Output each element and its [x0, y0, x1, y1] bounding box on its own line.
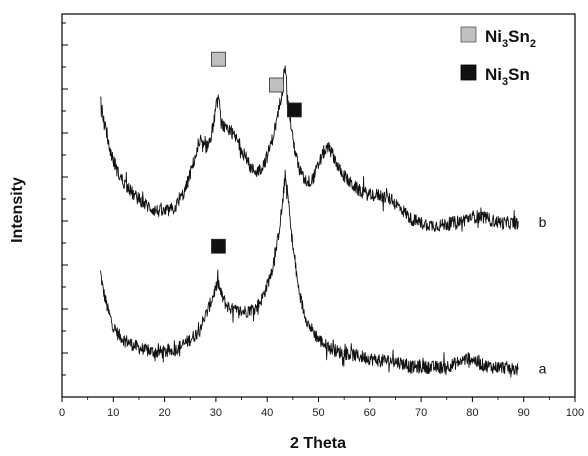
trace-label-a: a [539, 360, 547, 376]
x-tick-label-90: 90 [518, 407, 530, 419]
x-tick-label-20: 20 [158, 407, 170, 419]
legend: Ni3Sn2 Ni3Sn [460, 26, 536, 88]
series-a-line [100, 169, 519, 378]
legend-label-ni3sn2: Ni3Sn2 [485, 27, 536, 50]
x-tick-label-50: 50 [312, 407, 324, 419]
peak-marker-ni3sn2 [269, 77, 284, 93]
series-b-line [100, 65, 519, 232]
y-axis-ticks [62, 22, 68, 376]
peak-marker-ni3sn2 [211, 51, 226, 67]
x-tick-label-10: 10 [107, 407, 119, 419]
x-tick-label-30: 30 [210, 407, 222, 419]
peak-marker-layer [211, 51, 302, 254]
x-tick-label-40: 40 [261, 407, 273, 419]
x-axis-title: 2 Theta [290, 435, 346, 452]
x-tick-label-70: 70 [415, 407, 427, 419]
x-tick-label-60: 60 [364, 407, 376, 419]
y-axis-title: Intensity [9, 177, 26, 243]
trace-label-layer: ab [539, 214, 547, 376]
x-tick-label-80: 80 [466, 407, 478, 419]
x-tick-label-0: 0 [59, 407, 65, 419]
x-tick-label-100: 100 [566, 407, 584, 419]
legend-marker-ni3sn [460, 64, 477, 81]
legend-marker-ni3sn2 [460, 26, 477, 43]
peak-marker-ni3sn [211, 238, 226, 254]
trace-label-b: b [539, 214, 547, 230]
legend-label-ni3sn: Ni3Sn [485, 65, 530, 88]
peak-marker-ni3sn [286, 102, 302, 118]
series-layer [100, 65, 519, 378]
x-axis-ticks: 0 10 20 30 40 50 60 70 80 90 100 [59, 397, 584, 419]
